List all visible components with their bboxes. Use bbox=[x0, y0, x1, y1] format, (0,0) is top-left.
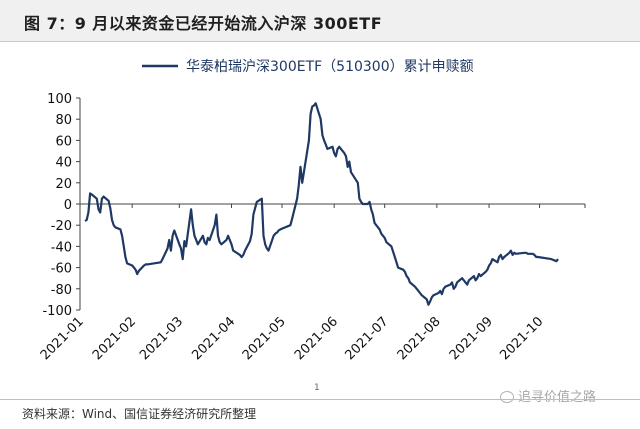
footer-divider bbox=[0, 399, 640, 400]
y-tick-label: 20 bbox=[55, 177, 72, 192]
x-tick-label: 2021-02 bbox=[90, 314, 139, 363]
figure-header: 图 7：9 月以来资金已经开始流入沪深 300ETF bbox=[0, 0, 640, 42]
y-tick-label: -60 bbox=[51, 262, 72, 277]
y-tick-label: 80 bbox=[55, 113, 72, 128]
figure-title: 图 7：9 月以来资金已经开始流入沪深 300ETF bbox=[24, 14, 383, 33]
y-tick-label: -20 bbox=[51, 219, 72, 234]
series-line bbox=[84, 102, 559, 306]
x-tick-label: 2021-06 bbox=[292, 314, 341, 363]
x-tick-label: 2021-03 bbox=[137, 314, 186, 363]
x-tick-label: 2021-01 bbox=[38, 314, 87, 363]
page-number: 1 bbox=[314, 383, 320, 393]
x-tick-label: 2021-08 bbox=[395, 314, 444, 363]
x-tick-label: 2021-10 bbox=[497, 314, 546, 363]
watermark-text: 追寻价值之路 bbox=[518, 390, 597, 405]
x-tick-label: 2021-05 bbox=[240, 314, 289, 363]
x-tick-label: 2021-09 bbox=[447, 314, 496, 363]
x-tick-label: 2021-04 bbox=[189, 314, 238, 363]
y-tick-label: 40 bbox=[55, 156, 72, 171]
legend-label: 华泰柏瑞沪深300ETF（510300）累计申赎额 bbox=[186, 58, 474, 75]
y-tick-label: 0 bbox=[64, 198, 72, 213]
y-tick-label: 60 bbox=[55, 134, 72, 149]
x-tick-label: 2021-07 bbox=[342, 314, 391, 363]
y-tick-label: 100 bbox=[47, 92, 72, 107]
y-tick-label: -40 bbox=[51, 240, 72, 255]
y-tick-label: -80 bbox=[51, 283, 72, 298]
y-tick-label: -100 bbox=[42, 304, 72, 319]
wechat-icon bbox=[500, 391, 514, 403]
watermark: 追寻价值之路 bbox=[500, 386, 596, 405]
source-note: 资料来源：Wind、国信证券经济研究所整理 bbox=[22, 407, 257, 421]
